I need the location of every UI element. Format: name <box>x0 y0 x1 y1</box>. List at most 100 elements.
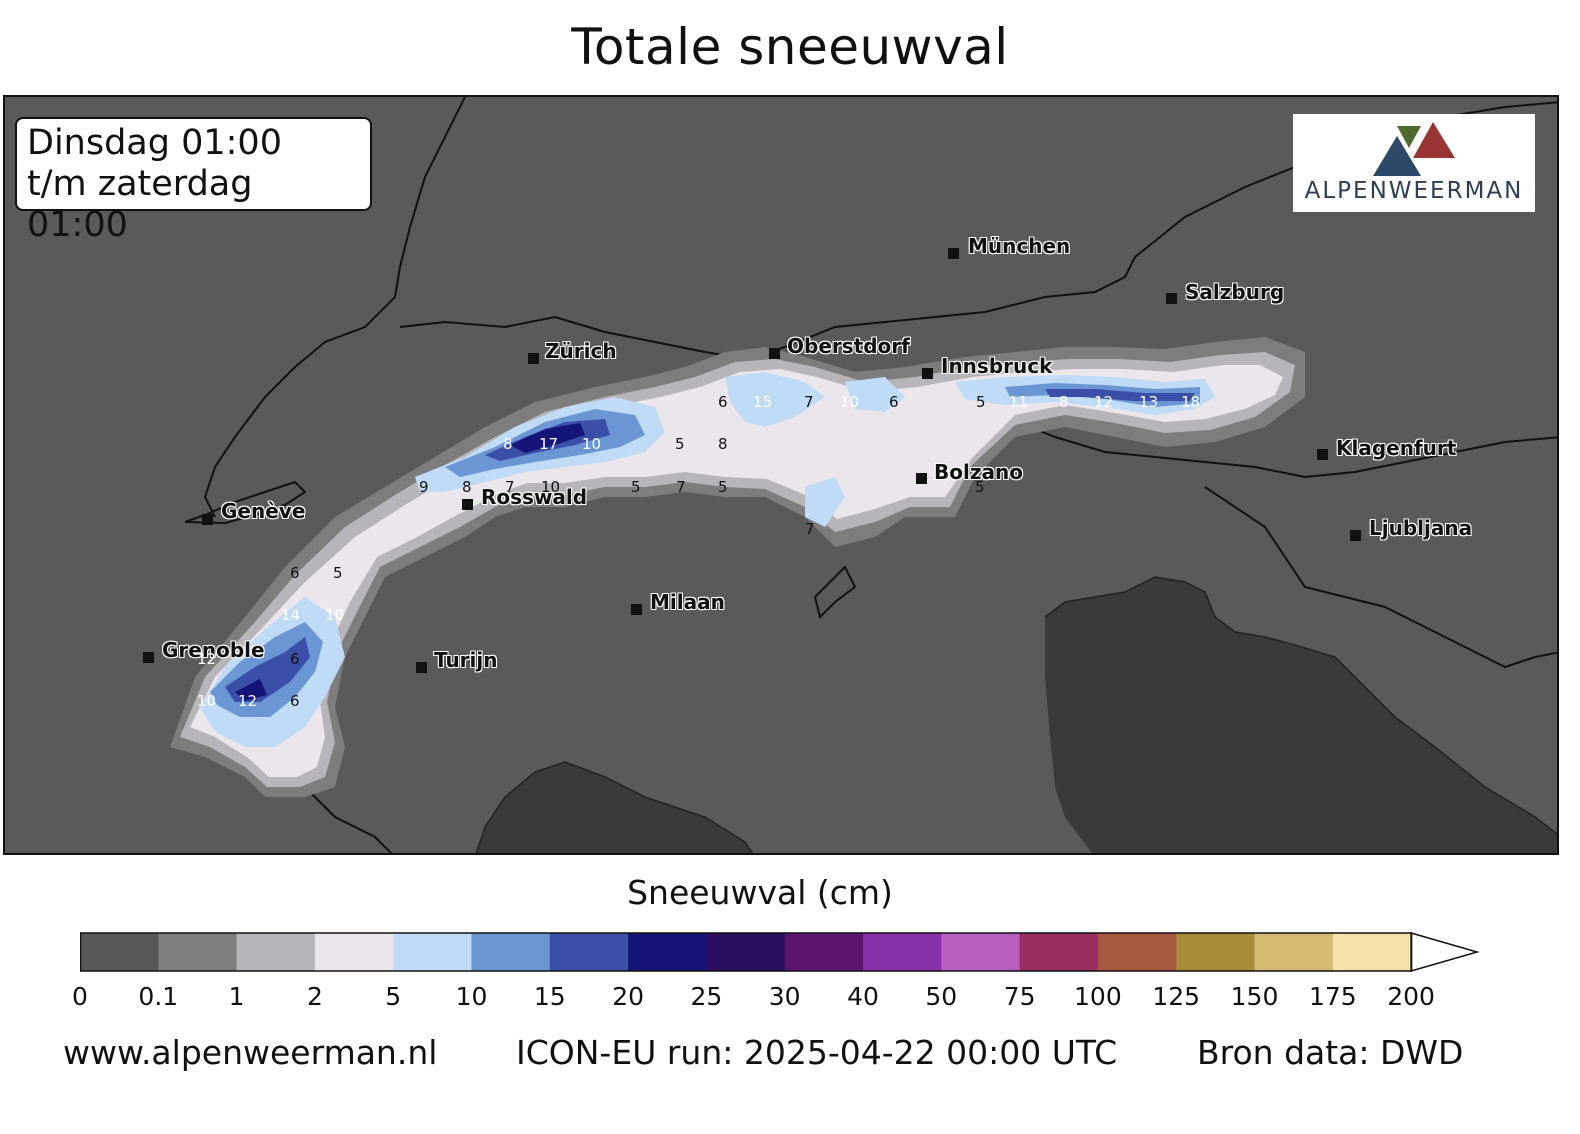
value-label: 14 <box>281 606 301 624</box>
colorbar-tick-label: 0.1 <box>138 982 179 1011</box>
city-marker-zurich <box>528 353 539 364</box>
value-label: 12 <box>197 650 217 668</box>
colorbar-segment <box>471 933 551 971</box>
adriatic-sea <box>1045 577 1557 853</box>
city-marker-rosswald <box>462 499 473 510</box>
value-label: 17 <box>539 435 559 453</box>
snow-layer-10 <box>210 383 1200 717</box>
colorbar-segment <box>1097 933 1177 971</box>
city-marker-oberstdorf <box>769 348 780 359</box>
value-label: 18 <box>1181 393 1201 411</box>
value-label: 5 <box>333 564 343 582</box>
colorbar-segment <box>1254 933 1334 971</box>
value-label: 5 <box>718 478 728 496</box>
colorbar-segment <box>706 933 786 971</box>
value-label: 6 <box>718 393 728 411</box>
city-marker-bolzano <box>916 473 927 484</box>
colorbar-tick-label: 175 <box>1308 982 1357 1011</box>
snowfall-field <box>170 337 1305 797</box>
colorbar-segment <box>1019 933 1099 971</box>
city-label-zurich: Zürich <box>545 339 617 363</box>
colorbar-tick-label: 125 <box>1152 982 1201 1011</box>
city-label-klagenfurt: Klagenfurt <box>1336 436 1457 460</box>
value-label: 10 <box>582 435 602 453</box>
colorbar-outline <box>80 932 1413 972</box>
colorbar-tick-label: 5 <box>385 982 402 1011</box>
colorbar-tick-label: 2 <box>306 982 323 1011</box>
colorbar-segment <box>1332 933 1412 971</box>
border-france-switzerland <box>203 97 466 518</box>
value-label: 5 <box>976 393 986 411</box>
value-label: 10 <box>325 606 345 624</box>
city-label-rosswald: Rosswald <box>481 485 588 509</box>
value-label: 8 <box>718 435 728 453</box>
lake-garda <box>813 565 857 619</box>
value-label: 15 <box>753 393 773 411</box>
colorbar-extend-arrow <box>1410 932 1480 972</box>
value-label: 6 <box>889 393 899 411</box>
value-label: 12 <box>238 692 258 710</box>
colorbar-tick-label: 20 <box>612 982 644 1011</box>
map-canvas <box>170 97 1557 853</box>
city-marker-milaan <box>631 604 642 615</box>
value-label: 7 <box>676 478 686 496</box>
colorbar <box>80 932 1480 972</box>
value-label: 6 <box>290 692 300 710</box>
colorbar-segment <box>158 933 238 971</box>
value-label: 10 <box>197 692 217 710</box>
city-marker-klagenfurt <box>1317 449 1328 460</box>
value-label: 6 <box>290 564 300 582</box>
city-label-munchen: München <box>968 234 1071 258</box>
colorbar-tick-label: 30 <box>768 982 801 1011</box>
city-marker-geneve <box>202 514 213 525</box>
colorbar-segment <box>784 933 864 971</box>
city-marker-salzburg <box>1166 293 1177 304</box>
value-label: 11 <box>1009 393 1029 411</box>
colorbar-tick-label: 75 <box>1003 982 1036 1011</box>
logo-mountains-icon <box>1373 122 1455 176</box>
city-label-bolzano: Bolzano <box>934 460 1023 484</box>
colorbar-segment <box>549 933 629 971</box>
ligurian-sea <box>476 762 753 853</box>
colorbar-tick-label: 15 <box>533 982 566 1011</box>
value-label: 7 <box>505 478 515 496</box>
colorbar-segment <box>941 933 1021 971</box>
city-marker-ljubljana <box>1350 530 1361 541</box>
snowfall-map <box>3 95 1559 855</box>
forecast-period-box: Dinsdag 01:00 t/m zaterdag 01:00 <box>15 117 372 245</box>
colorbar-segment <box>863 933 942 971</box>
logo-text: ALPENWEERMAN <box>1304 178 1524 204</box>
colorbar-tick-label: 1 <box>228 982 245 1011</box>
city-marker-innsbruck <box>922 368 933 379</box>
colorbar-tick-label: 40 <box>847 982 879 1011</box>
value-label: 8 <box>503 435 513 453</box>
colorbar-tick-label: 200 <box>1387 982 1435 1011</box>
snow-layer-0.1 <box>170 337 1305 797</box>
value-label: 12 <box>1094 393 1114 411</box>
map-title: Totale sneeuwval <box>571 18 1009 76</box>
colorbar-tick-label: 100 <box>1074 982 1122 1011</box>
city-label-ljubljana: Ljubljana <box>1369 516 1473 540</box>
city-marker-grenoble <box>143 652 154 663</box>
colorbar-tick-label: 50 <box>925 982 958 1011</box>
city-label-innsbruck: Innsbruck <box>941 354 1053 378</box>
city-label-grenoble: Grenoble <box>162 638 265 662</box>
value-label: 7 <box>804 393 814 411</box>
city-marker-munchen <box>948 248 959 259</box>
period-end: t/m zaterdag 01:00 <box>27 164 253 245</box>
lake-geneva <box>184 480 307 525</box>
value-label: 5 <box>675 435 685 453</box>
city-marker-turijn <box>416 662 427 673</box>
colorbar-tick-label: 10 <box>455 982 488 1011</box>
period-start: Dinsdag 01:00 <box>27 123 282 163</box>
city-label-geneve: Genève <box>221 499 306 523</box>
colorbar-segment <box>1176 933 1255 971</box>
city-label-oberstdorf: Oberstdorf <box>787 334 910 358</box>
colorbar-segment <box>236 933 316 971</box>
footer-model-run: ICON-EU run: 2025-04-22 00:00 UTC <box>516 1033 1118 1072</box>
value-label: 5 <box>975 478 985 496</box>
value-label: 7 <box>805 520 815 538</box>
city-label-milaan: Milaan <box>650 590 725 614</box>
value-label: 10 <box>541 478 561 496</box>
footer-data-source: Bron data: DWD <box>1197 1033 1464 1072</box>
